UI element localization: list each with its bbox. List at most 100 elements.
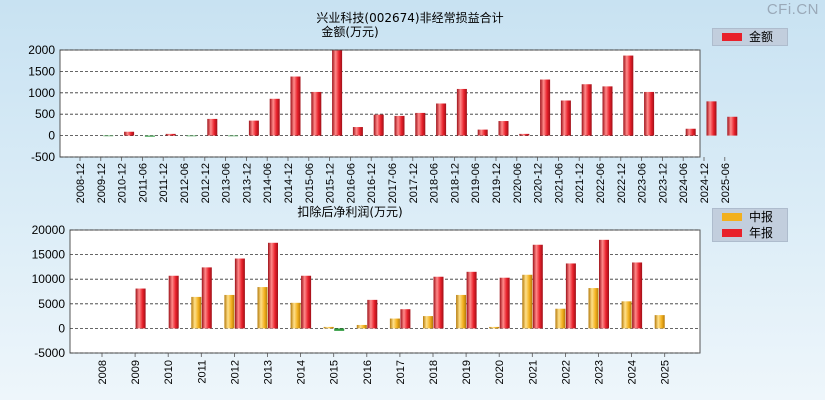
top-bar-2022-12 — [623, 55, 634, 136]
top-bar-2012-06 — [186, 135, 197, 137]
top-plot-area — [59, 49, 701, 158]
bottom-bar-interim-2016 — [356, 324, 367, 329]
bottom-bar-interim-2021 — [522, 274, 533, 329]
top-ytick-label: 2000 — [28, 43, 55, 57]
top-bar-2019-12 — [498, 121, 509, 136]
legend-swatch-amount — [722, 33, 742, 41]
bottom-bar-interim-2023 — [588, 288, 599, 329]
legend-item-interim: 中报 — [713, 209, 787, 225]
bottom-xtick-label: 2012 — [229, 360, 241, 384]
top-ytick-label: 0 — [48, 129, 55, 143]
bottom-bar-annual-2013 — [268, 242, 278, 329]
bottom-xtick-label: 2020 — [494, 360, 506, 384]
top-xtick-label: 2010-12 — [117, 163, 129, 203]
top-bar-2012-12 — [207, 118, 218, 136]
top-bar-2017-12 — [415, 112, 426, 136]
top-bar-2020-12 — [540, 79, 551, 136]
top-bar-2018-06 — [436, 103, 447, 136]
top-xtick-label: 2023-12 — [657, 163, 669, 203]
bottom-bar-annual-2022 — [565, 263, 576, 329]
top-xtick-label: 2025-06 — [720, 163, 732, 203]
bottom-bar-interim-2012 — [224, 294, 235, 329]
legend-item-amount: 金额 — [713, 29, 787, 45]
top-xtick-label: 2017-12 — [408, 163, 420, 203]
top-bar-2019-06 — [477, 129, 488, 136]
top-bar-2024-12 — [706, 101, 717, 136]
bottom-bar-interim-2024 — [621, 301, 632, 329]
bottom-bar-interim-2019 — [456, 294, 467, 329]
top-bar-2009-12 — [103, 135, 114, 137]
bottom-bar-interim-2017 — [389, 318, 400, 329]
top-xtick-label: 2014-12 — [283, 163, 295, 203]
top-bar-2016-12 — [373, 114, 384, 136]
top-bar-2013-12 — [248, 120, 259, 136]
top-xtick-label: 2014-06 — [262, 163, 274, 203]
bottom-xtick-label: 2025 — [660, 360, 672, 384]
top-bar-2024-06 — [685, 128, 696, 136]
bottom-ytick-label: 10000 — [32, 272, 66, 286]
top-xtick-label: 2012-12 — [200, 163, 212, 203]
bottom-bar-annual-2020 — [499, 277, 510, 329]
bottom-xtick-label: 2014 — [296, 360, 308, 384]
bottom-bar-annual-2015 — [334, 328, 345, 331]
bottom-ytick-label: 20000 — [32, 223, 66, 237]
bottom-xtick-label: 2013 — [263, 360, 275, 384]
legend-swatch-interim — [722, 213, 742, 221]
top-bar-2018-12 — [456, 88, 467, 136]
top-xtick-label: 2022-12 — [616, 163, 628, 203]
bottom-xtick-label: 2016 — [362, 360, 374, 384]
bottom-ytick-label: 5000 — [38, 297, 65, 311]
bottom-bar-annual-2019 — [466, 271, 477, 329]
bottom-bar-interim-2014 — [290, 302, 301, 329]
top-bar-2013-06 — [228, 135, 239, 137]
bottom-xtick-label: 2022 — [560, 360, 572, 384]
top-xtick-label: 2018-06 — [429, 163, 441, 203]
top-bar-2015-06 — [311, 91, 322, 136]
top-xtick-label: 2017-06 — [387, 163, 399, 203]
top-xtick-label: 2015-12 — [325, 163, 337, 203]
bottom-bar-interim-2018 — [423, 316, 433, 329]
top-xtick-label: 2021-12 — [574, 163, 586, 203]
top-chart-subtitle: 金额(万元) — [321, 24, 378, 39]
top-xtick-label: 2024-06 — [678, 163, 690, 203]
top-bar-2021-06 — [560, 100, 571, 136]
bottom-bar-interim-2015 — [323, 326, 334, 329]
top-bar-2023-06 — [644, 91, 655, 136]
top-ytick-label: -500 — [31, 150, 55, 164]
top-bar-2011-12 — [165, 133, 176, 136]
bottom-bar-annual-2009 — [135, 288, 146, 329]
top-ytick-label: 1500 — [28, 64, 55, 78]
top-xtick-label: 2015-06 — [304, 163, 316, 203]
bottom-xtick-label: 2009 — [130, 360, 142, 384]
top-ytick-label: 1000 — [28, 86, 55, 100]
top-xtick-label: 2011-06 — [137, 163, 149, 203]
bottom-bar-annual-2021 — [532, 244, 543, 329]
top-bar-2022-06 — [602, 86, 613, 136]
legend-bottom: 中报 年报 — [712, 208, 788, 242]
bottom-xtick-label: 2023 — [594, 360, 606, 384]
bottom-xtick-label: 2010 — [163, 360, 175, 384]
top-bar-2011-06 — [144, 135, 155, 137]
bottom-ytick-label: 0 — [58, 321, 65, 335]
bottom-bar-annual-2023 — [599, 239, 609, 329]
legend-label-annual: 年报 — [749, 226, 774, 240]
bottom-bar-annual-2012 — [234, 258, 245, 329]
bottom-bar-annual-2010 — [168, 275, 179, 329]
bottom-xtick-label: 2008 — [97, 360, 109, 384]
top-bar-2014-06 — [269, 98, 280, 136]
bottom-bar-annual-2018 — [433, 276, 444, 329]
top-xtick-label: 2013-12 — [241, 163, 253, 203]
bottom-chart-title: 扣除后净利润(万元) — [297, 204, 402, 219]
top-xtick-label: 2013-06 — [221, 163, 233, 203]
top-bar-2010-12 — [124, 131, 135, 136]
top-bar-2015-12 — [332, 50, 343, 136]
top-xtick-label: 2019-06 — [470, 163, 482, 203]
bottom-bar-annual-2011 — [201, 267, 212, 329]
bottom-bar-interim-2011 — [191, 296, 202, 329]
top-bar-2017-06 — [394, 115, 405, 136]
top-xtick-label: 2022-06 — [595, 163, 607, 203]
bottom-ytick-label: 15000 — [32, 248, 66, 262]
top-xtick-label: 2020-06 — [512, 163, 524, 203]
top-xtick-label: 2020-12 — [533, 163, 545, 203]
bottom-xtick-label: 2019 — [461, 360, 473, 384]
